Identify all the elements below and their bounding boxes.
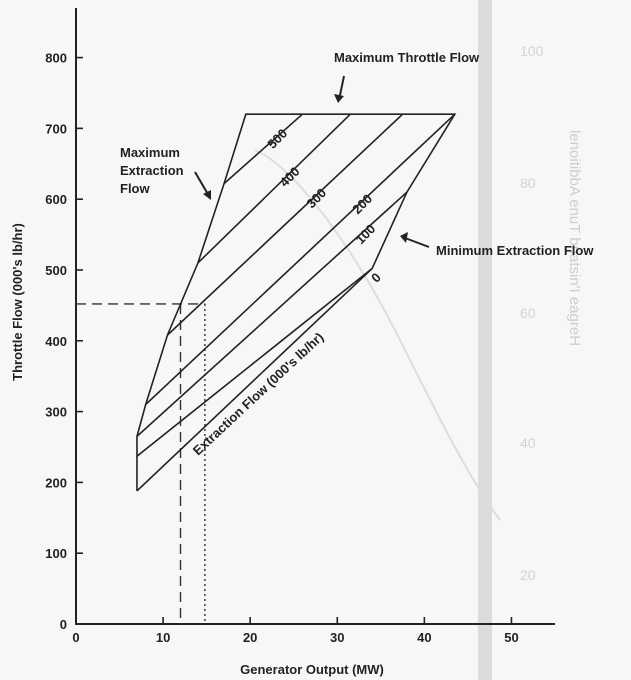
bleed-tick-60: 60 [520, 305, 536, 321]
min-extraction-arrow-head [400, 232, 408, 243]
max-extraction-label-3: Flow [120, 181, 150, 196]
bleed-through-layer: 100 80 60 40 20 lenoitibbA enuT bnatsin'… [254, 0, 583, 680]
example-guide-lines [76, 303, 206, 624]
max-extraction-arrow [194, 171, 210, 197]
bleed-tick-100: 100 [520, 43, 544, 59]
y-tick-label-800: 800 [45, 51, 67, 66]
y-tick-label-700: 700 [45, 121, 67, 136]
bleed-tick-40: 40 [520, 435, 536, 451]
extraction-line-label-0: 0 [368, 270, 384, 286]
bleed-vertical-label: lenoitibbA enuT bnatsin'I eagreH [566, 130, 583, 346]
max-throttle-label: Maximum Throttle Flow [334, 50, 480, 65]
max-extraction-label-1: Maximum [120, 145, 180, 160]
extraction-flow-unit-label: Extraction Flow (000's lb/hr) [190, 329, 327, 458]
bleed-tick-80: 80 [520, 175, 536, 191]
y-tick-label-500: 500 [45, 263, 67, 278]
x-tick-label-30: 30 [330, 630, 344, 645]
x-tick-label-0: 0 [72, 630, 79, 645]
y-tick-label-200: 200 [45, 475, 67, 490]
y-tick-label-400: 400 [45, 334, 67, 349]
extraction-line-label-500: 500 [264, 126, 290, 152]
max-extraction-label-2: Extraction [120, 163, 184, 178]
y-tick-label-600: 600 [45, 192, 67, 207]
bleed-curve [254, 149, 501, 521]
annotation-layer: Generator Output (MW) Throttle Flow (000… [10, 50, 594, 677]
extraction-line-label-300: 300 [303, 185, 329, 211]
x-tick-label-10: 10 [156, 630, 170, 645]
extraction-line-200 [145, 113, 456, 406]
extraction-line-400 [197, 113, 351, 264]
x-tick-label-40: 40 [417, 630, 431, 645]
extraction-line-100 [136, 191, 408, 437]
y-tick-label-300: 300 [45, 405, 67, 420]
x-tick-label-20: 20 [243, 630, 257, 645]
min-extraction-arrow [404, 237, 430, 248]
max-throttle-arrow-head [334, 94, 344, 103]
extraction-line-0 [136, 267, 373, 457]
min-extraction-label: Minimum Extraction Flow [436, 243, 594, 258]
extraction-line-300 [166, 113, 404, 336]
y-tick-label-0: 0 [60, 617, 67, 632]
y-tick-label-100: 100 [45, 546, 67, 561]
max-extraction-arrow-head [203, 190, 211, 200]
extraction-line-label-100: 100 [352, 221, 378, 247]
extraction-line-500 [223, 113, 303, 185]
y-axis-title: Throttle Flow (000's lb/hr) [10, 223, 25, 381]
extraction-line-label-200: 200 [349, 191, 375, 217]
x-axis-title: Generator Output (MW) [240, 662, 384, 677]
x-tick-label-50: 50 [504, 630, 518, 645]
bleed-tick-20: 20 [520, 567, 536, 583]
